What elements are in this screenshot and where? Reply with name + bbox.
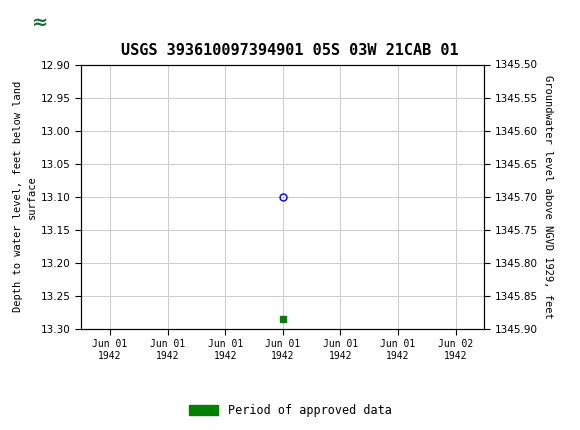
- Text: ≈: ≈: [32, 13, 49, 32]
- Text: USGS: USGS: [90, 14, 145, 31]
- Y-axis label: Groundwater level above NGVD 1929, feet: Groundwater level above NGVD 1929, feet: [543, 75, 553, 319]
- Y-axis label: Depth to water level, feet below land
surface: Depth to water level, feet below land su…: [13, 81, 37, 312]
- Legend: Period of approved data: Period of approved data: [184, 399, 396, 422]
- Text: USGS 393610097394901 05S 03W 21CAB 01: USGS 393610097394901 05S 03W 21CAB 01: [121, 43, 459, 58]
- FancyBboxPatch shape: [6, 4, 75, 41]
